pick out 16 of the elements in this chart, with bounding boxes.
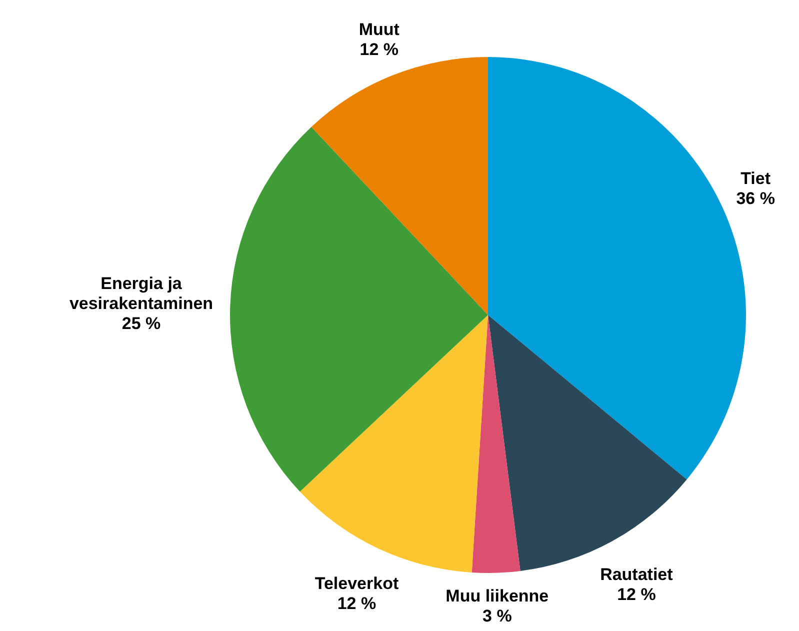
pie-slice [472,315,520,573]
data-label: 3 % [482,606,512,626]
slice-label: Muut [358,20,400,40]
pie-slice [311,57,488,315]
slice-label: Rautatiet [600,565,674,584]
pie-slice [300,315,488,572]
slice-label: Energia ja vesirakentaminen [69,274,214,314]
slice-label: Tiet [740,169,771,188]
slice-label: Muu liikenne [446,586,549,606]
data-label: 12 % [617,585,656,604]
data-label: 12 % [337,594,376,613]
data-label: 25 % [122,314,161,334]
data-label: 12 % [360,40,399,60]
slice-label: Televerkot [314,574,399,593]
pie-slice [230,126,488,492]
data-label: 36 % [736,189,775,208]
